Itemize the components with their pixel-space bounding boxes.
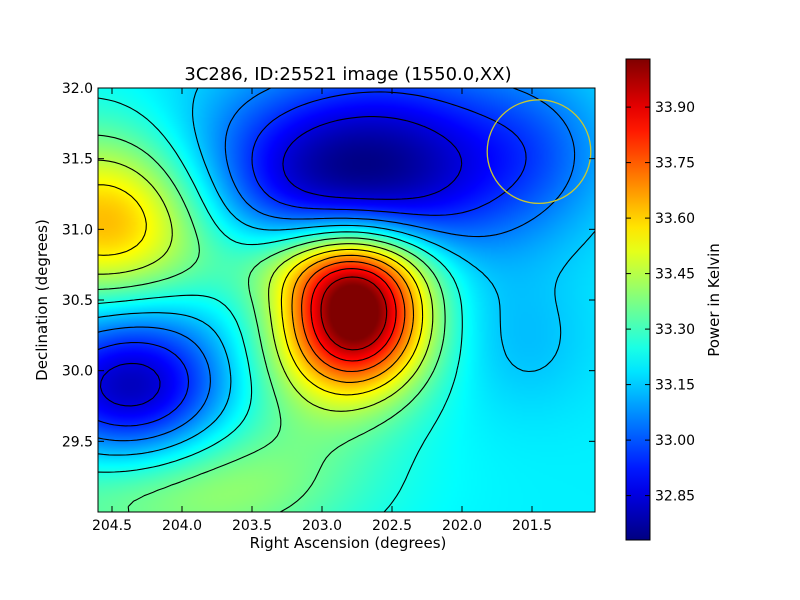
x-tick-label: 202.5 [372, 518, 412, 534]
y-tick-label: 30.0 [62, 364, 93, 380]
colorbar: 32.85 33.00 33.15 33.30 33.45 33.60 33.75 33.90… [625, 58, 723, 541]
y-axis-label: Declination (degrees) [33, 219, 51, 381]
contour-line [310, 268, 397, 362]
x-tick-label: 204.5 [92, 518, 132, 534]
contour-line [99, 116, 463, 407]
colorbar-label: Power in Kelvin [705, 243, 723, 357]
beam-circle-annotation [486, 99, 592, 205]
colorbar-tick-label: 33.15 [655, 378, 695, 394]
colorbar-tick-label: 33.90 [655, 100, 695, 116]
contour-line [320, 276, 388, 351]
colorbar-ticks: 32.85 33.00 33.15 33.30 33.45 33.60 33.75 33.90 [626, 100, 695, 505]
y-tick-label: 31.5 [62, 152, 93, 168]
y-axis: 29.5 30.0 30.5 31.0 31.5 32.0 [62, 81, 595, 450]
x-tick-label: 203.0 [302, 518, 342, 534]
contour-line [98, 88, 576, 442]
x-tick-label: 201.5 [512, 518, 552, 534]
colorbar-tick-label: 33.30 [655, 322, 695, 338]
colorbar-tick-label: 33.60 [655, 211, 695, 227]
contour-lines [98, 88, 595, 512]
contour-line [98, 88, 595, 456]
annotation-layer [486, 99, 592, 205]
contour-line [98, 91, 527, 427]
colorbar-tick-label: 32.85 [655, 489, 695, 505]
x-tick-label: 204.0 [162, 518, 202, 534]
y-tick-label: 31.0 [62, 222, 93, 238]
colorbar-tick-label: 33.45 [655, 267, 695, 283]
y-tick-label: 29.5 [62, 434, 93, 450]
y-tick-label: 30.5 [62, 293, 93, 309]
contour-line [291, 254, 415, 383]
colorbar-gradient [625, 58, 651, 541]
x-tick-label: 202.0 [442, 518, 482, 534]
colorbar-tick-label: 33.00 [655, 433, 695, 449]
contour-line [98, 159, 434, 412]
contour-line [301, 261, 406, 373]
x-axis: 204.5 204.0 203.5 203.0 202.5 202.0 201.5 [92, 88, 552, 534]
colorbar-tick-label: 33.75 [655, 156, 695, 172]
contour-line [98, 134, 446, 512]
x-axis-label: Right Ascension (degrees) [250, 534, 447, 552]
heatmap-image [98, 88, 595, 512]
chart-title: 3C286, ID:25521 image (1550.0,XX) [184, 64, 511, 85]
contour-line [98, 97, 463, 512]
heatmap-area [98, 88, 595, 512]
contour-line [98, 184, 424, 396]
x-tick-label: 203.5 [232, 518, 272, 534]
y-tick-label: 32.0 [62, 81, 93, 97]
